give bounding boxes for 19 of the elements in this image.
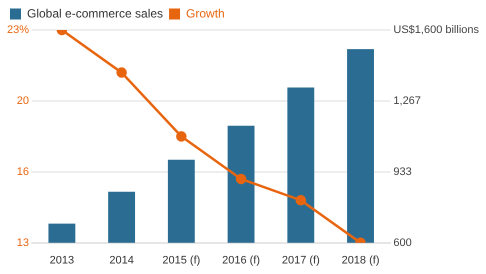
y-tick-label: 16 bbox=[16, 166, 30, 178]
y-tick-label: 13 bbox=[16, 236, 30, 249]
legend-label: Growth bbox=[186, 6, 225, 20]
point bbox=[176, 131, 187, 142]
x-tick-label: 2014 bbox=[109, 254, 134, 266]
y-tick-label: 20 bbox=[16, 94, 30, 107]
x-tick-label: 2013 bbox=[50, 254, 74, 266]
point bbox=[296, 194, 306, 206]
y2-tick-label: 600 bbox=[393, 236, 412, 249]
x-tick-label: 2015 (f) bbox=[162, 254, 200, 266]
x-tick-label: 2017 (f) bbox=[282, 254, 320, 266]
y2-tick-label: 1,267 bbox=[393, 94, 421, 107]
x-tick-label: 2018 (f) bbox=[342, 254, 380, 266]
y-tick-label: 23% bbox=[6, 24, 30, 36]
point bbox=[236, 174, 246, 184]
legend-label: Global e-commerce sales bbox=[27, 6, 164, 20]
y2-tick-label: US$1,600 billions bbox=[393, 24, 480, 36]
y2-tick-label: 933 bbox=[393, 166, 412, 178]
x-tick-label: 2016 (f) bbox=[222, 254, 260, 266]
